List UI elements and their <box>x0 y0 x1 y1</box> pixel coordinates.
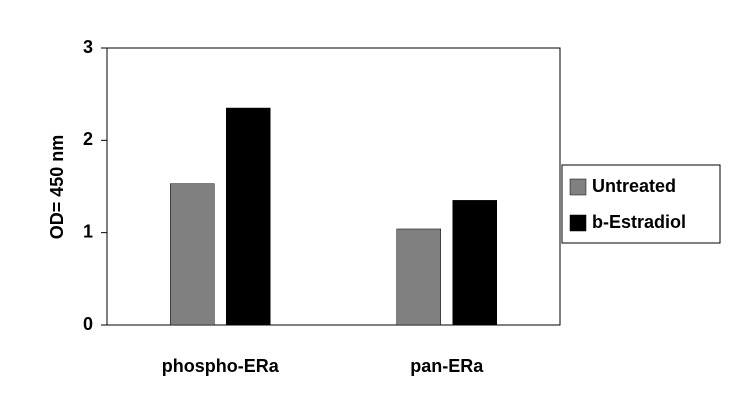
x-tick-label: phospho-ERa <box>162 356 280 376</box>
legend-label: b-Estradiol <box>592 212 686 232</box>
bar <box>396 228 441 326</box>
legend-box <box>561 164 721 244</box>
legend-swatch <box>569 178 587 196</box>
bar <box>452 200 497 326</box>
bar <box>226 107 271 326</box>
plot-frame <box>106 47 561 326</box>
y-tick-label: 2 <box>83 129 93 149</box>
y-tick-label: 0 <box>83 314 93 334</box>
bar <box>170 183 215 326</box>
legend-label: Untreated <box>592 176 676 196</box>
y-tick-label: 1 <box>83 221 93 241</box>
x-tick-label: pan-ERa <box>410 356 484 376</box>
y-axis-label: OD= 450 nm <box>47 135 67 240</box>
y-tick-label: 3 <box>83 37 93 57</box>
legend-swatch <box>569 214 587 232</box>
